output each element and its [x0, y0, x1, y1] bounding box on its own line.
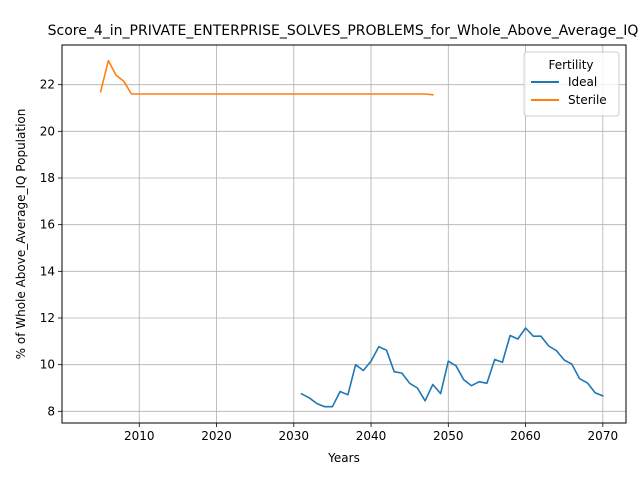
- x-tick-label: 2030: [279, 429, 310, 443]
- y-tick-label: 14: [40, 264, 55, 278]
- y-axis-label: % of Whole Above_Average_IQ Population: [14, 109, 28, 360]
- x-axis-label: Years: [327, 451, 360, 465]
- series-layer: [99, 59, 604, 408]
- x-tick-label: 2070: [588, 429, 619, 443]
- x-tick-label: 2020: [201, 429, 232, 443]
- y-tick-label: 10: [40, 358, 55, 372]
- legend-title: Fertility: [548, 58, 593, 72]
- y-tick-label: 18: [40, 171, 55, 185]
- y-tick-label: 12: [40, 311, 55, 325]
- y-tick-label: 22: [40, 78, 55, 92]
- y-tick-label: 20: [40, 124, 55, 138]
- y-tick-label: 8: [47, 404, 55, 418]
- legend-label-ideal: Ideal: [568, 75, 597, 89]
- legend-label-sterile: Sterile: [568, 93, 607, 107]
- x-tick-label: 2010: [124, 429, 155, 443]
- y-tick-label: 16: [40, 218, 55, 232]
- plot-frame: [61, 44, 627, 424]
- series-line-sterile: [99, 59, 434, 96]
- chart-title: Score_4_in_PRIVATE_ENTERPRISE_SOLVES_PRO…: [48, 23, 639, 39]
- x-tick-label: 2050: [433, 429, 464, 443]
- x-tick-label: 2060: [510, 429, 541, 443]
- legend: Fertility Ideal Sterile: [523, 51, 620, 117]
- x-tick-label: 2040: [356, 429, 387, 443]
- series-line-ideal: [300, 327, 604, 408]
- x-axis-ticks: 2010 2020 2030 2040 2050 2060 2070: [124, 423, 618, 443]
- y-axis-ticks: 8 10 12 14 16 18 20 22: [40, 78, 62, 418]
